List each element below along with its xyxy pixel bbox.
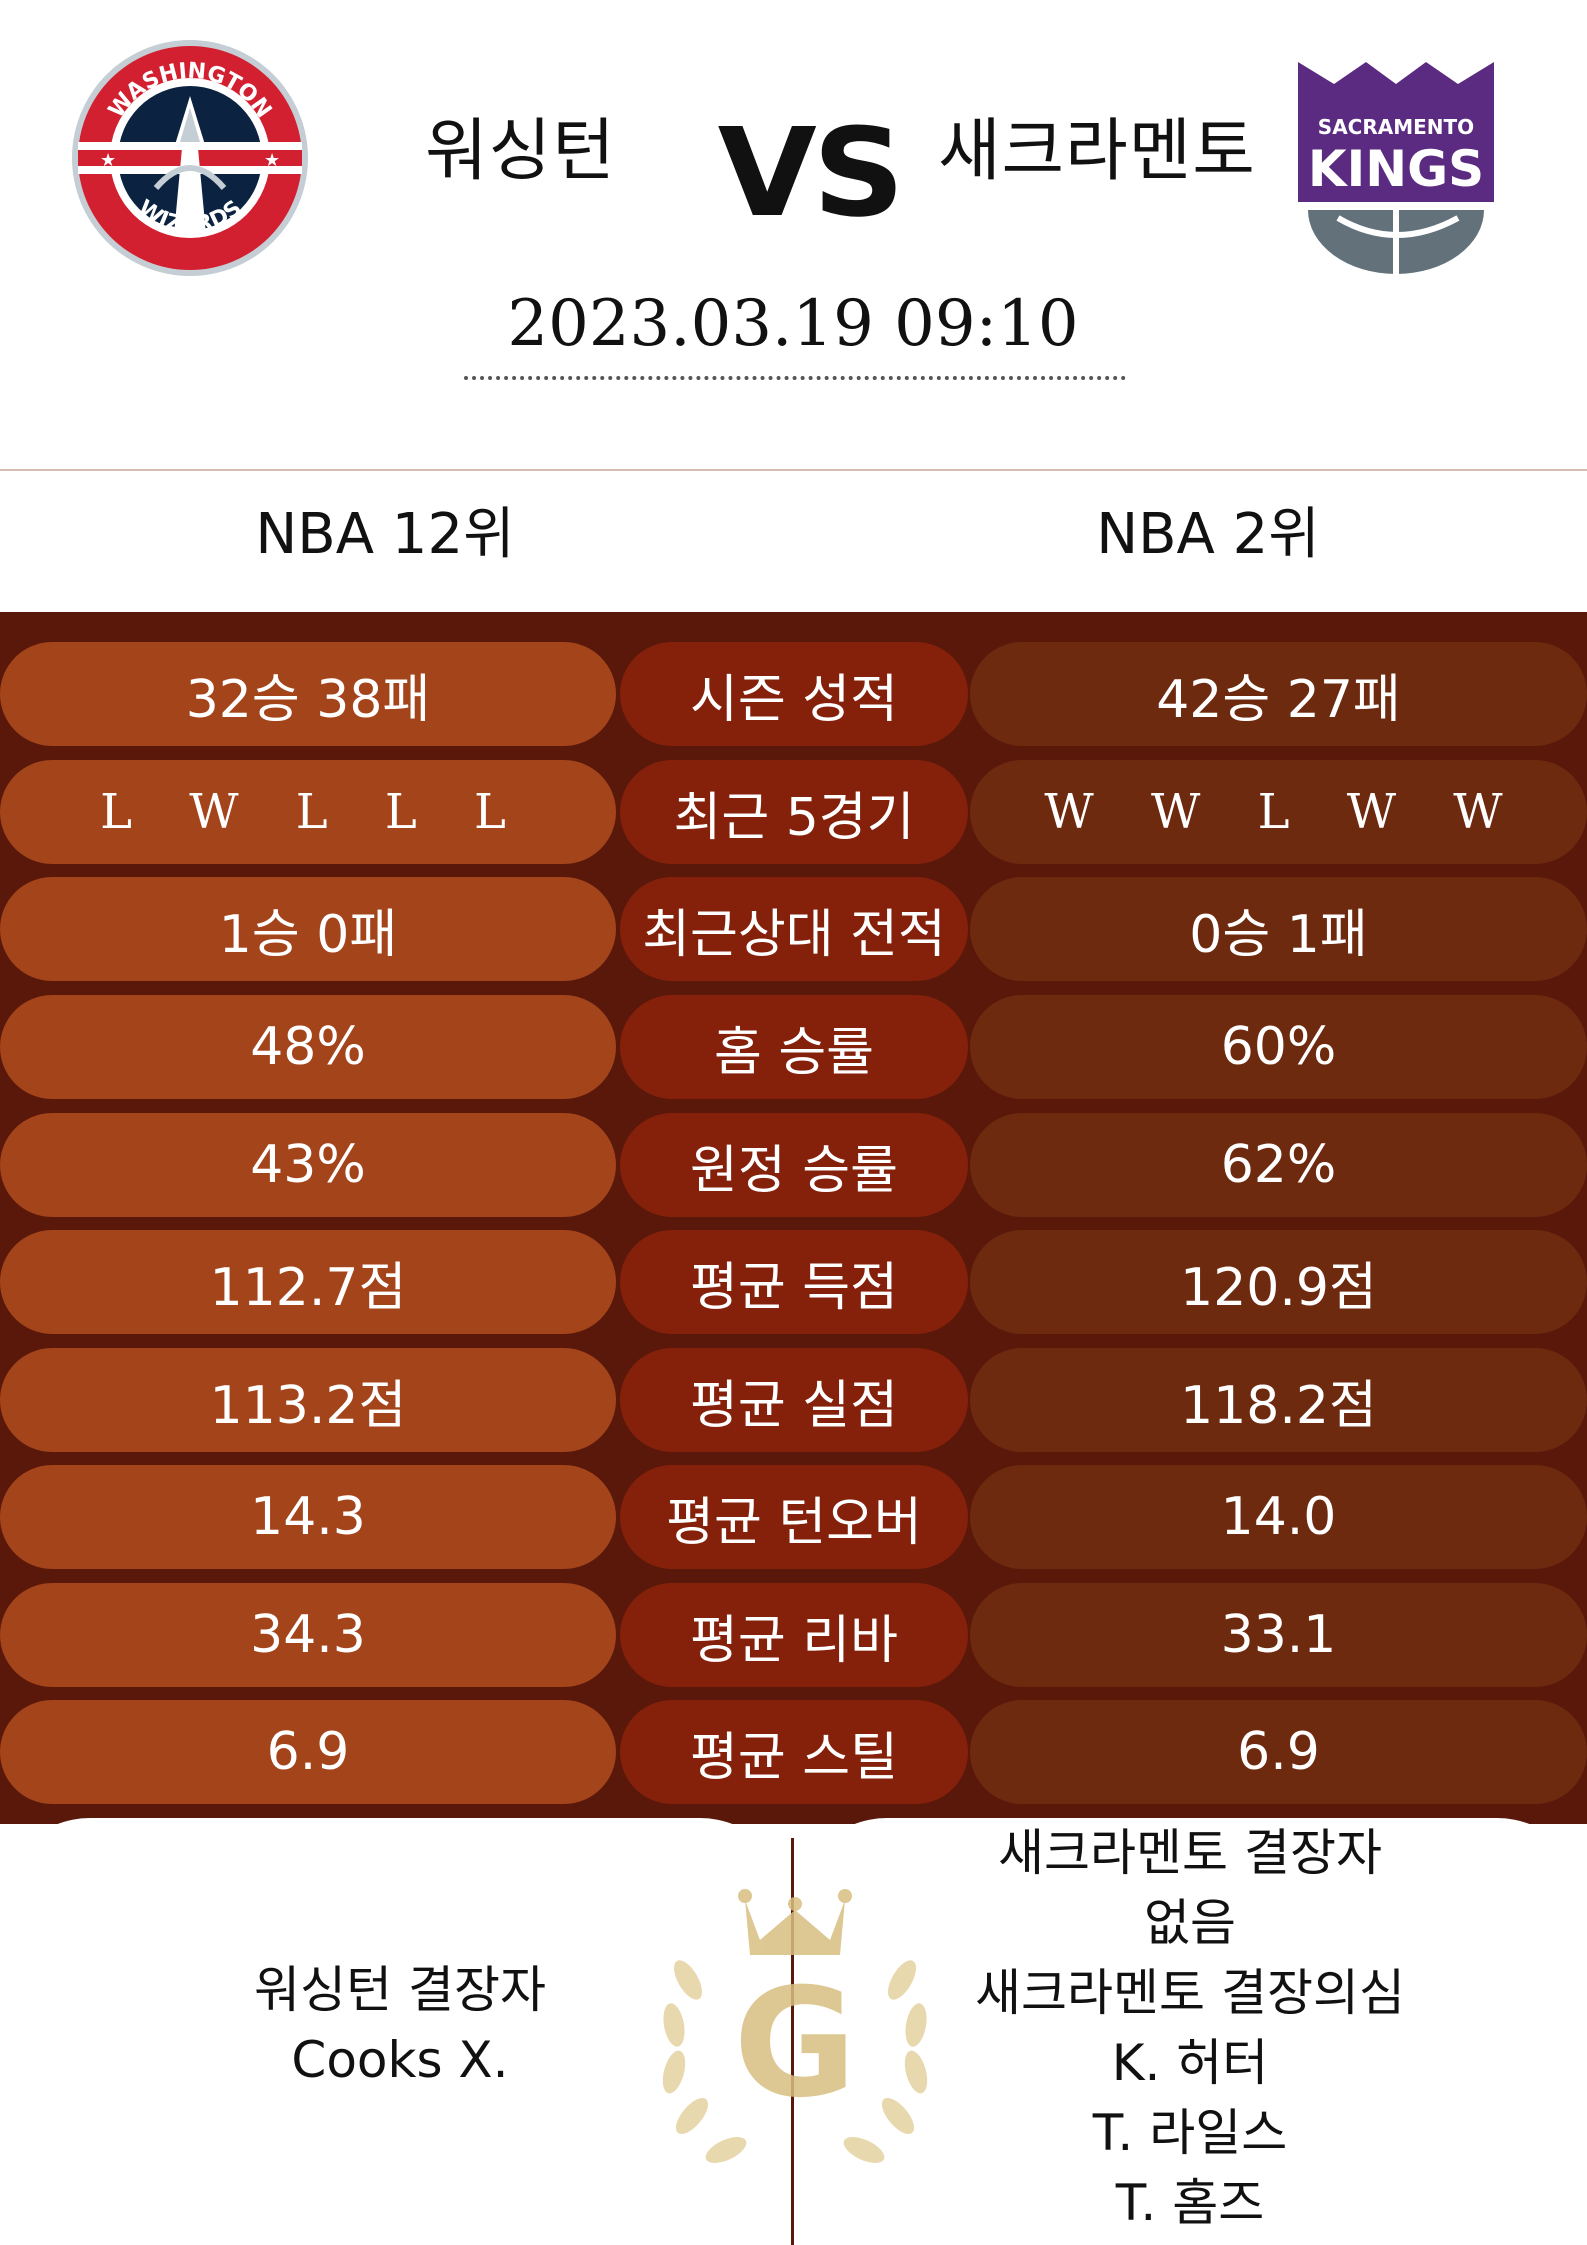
stat-label: 최근 5경기	[620, 760, 968, 864]
stat-label: 원정 승률	[620, 1113, 968, 1217]
stat-label: 시즌 성적	[620, 642, 968, 746]
stat-row-avg-turnovers: 14.3 평균 턴오버 14.0	[0, 1465, 1587, 1569]
away-team-name: 새크라멘토	[938, 112, 1256, 191]
home-stat-value: 34.3	[0, 1583, 616, 1687]
home-stat-value: 1승 0패	[0, 877, 616, 981]
stat-label: 최근상대 전적	[620, 877, 968, 981]
home-team-name: 워싱턴	[425, 112, 616, 191]
home-stat-value: L W L L L	[0, 760, 616, 864]
stat-row-away-win-rate: 43% 원정 승률 62%	[0, 1113, 1587, 1217]
away-stat-value: 120.9점	[970, 1230, 1587, 1334]
home-stat-value: 6.9	[0, 1700, 616, 1804]
away-doubtful-player: K. 허터	[1111, 2034, 1269, 2092]
injury-divider	[791, 1838, 794, 2245]
datetime-underline	[464, 376, 1126, 380]
away-doubtful-player: T. 홈즈	[1115, 2174, 1265, 2232]
svg-text:★: ★	[100, 150, 116, 171]
stat-row-avg-steals: 6.9 평균 스틸 6.9	[0, 1700, 1587, 1804]
away-doubtful-title: 새크라멘토 결장의심	[975, 1964, 1405, 2022]
home-stat-value: 32승 38패	[0, 642, 616, 746]
home-stat-value: 14.3	[0, 1465, 616, 1569]
stat-row-last-5: L W L L L 최근 5경기 W W L W W	[0, 760, 1587, 864]
away-injury-title: 새크라멘토 결장자	[998, 1824, 1382, 1882]
home-stat-value: 112.7점	[0, 1230, 616, 1334]
match-datetime: 2023.03.19 09:10	[507, 287, 1079, 361]
away-stat-value: 62%	[970, 1113, 1587, 1217]
home-injury-player: Cooks X.	[291, 2031, 509, 2089]
stat-label: 평균 턴오버	[620, 1465, 968, 1569]
away-stat-value: 0승 1패	[970, 877, 1587, 981]
home-stat-value: 48%	[0, 995, 616, 1099]
away-doubtful-player: T. 라일스	[1092, 2104, 1288, 2162]
svg-text:★: ★	[264, 150, 280, 171]
home-injury-panel	[0, 1818, 790, 2245]
away-stat-value: 14.0	[970, 1465, 1587, 1569]
away-stat-value: 33.1	[970, 1583, 1587, 1687]
crown-laurel-crest-icon: G	[662, 1889, 928, 2163]
away-stat-value: 60%	[970, 995, 1587, 1099]
home-rank: NBA 12위	[255, 502, 515, 567]
crest-letter: G	[733, 1957, 856, 2131]
logo-away-top-text: SACRAMENTO	[1318, 115, 1474, 139]
stat-label: 홈 승률	[620, 995, 968, 1099]
stat-label: 평균 득점	[620, 1230, 968, 1334]
stat-label: 평균 실점	[620, 1348, 968, 1452]
stat-label: 평균 스틸	[620, 1700, 968, 1804]
away-injury-list: 새크라멘토 결장자 없음 새크라멘토 결장의심 K. 허터 T. 라일스 T. …	[910, 1818, 1470, 2238]
stat-label: 평균 리바	[620, 1583, 968, 1687]
away-stat-value: W W L W W	[970, 760, 1587, 864]
washington-wizards-logo: WASHINGTON WIZARDS ★ ★	[72, 40, 308, 276]
home-stat-value: 113.2점	[0, 1348, 616, 1452]
away-stat-value: 118.2점	[970, 1348, 1587, 1452]
stat-row-home-win-rate: 48% 홈 승률 60%	[0, 995, 1587, 1099]
stat-row-season-record: 32승 38패 시즌 성적 42승 27패	[0, 642, 1587, 746]
away-injury-none: 없음	[1144, 1894, 1236, 1952]
stat-row-head-to-head: 1승 0패 최근상대 전적 0승 1패	[0, 877, 1587, 981]
away-stat-value: 42승 27패	[970, 642, 1587, 746]
stat-row-avg-points: 112.7점 평균 득점 120.9점	[0, 1230, 1587, 1334]
stat-row-avg-allowed: 113.2점 평균 실점 118.2점	[0, 1348, 1587, 1452]
home-injury-title: 워싱턴 결장자	[254, 1961, 546, 2019]
away-rank: NBA 2위	[1096, 502, 1320, 567]
home-injury-list: 워싱턴 결장자 Cooks X.	[160, 1955, 640, 2095]
home-stat-value: 43%	[0, 1113, 616, 1217]
vs-label: VS	[717, 102, 905, 244]
rank-divider	[0, 469, 1587, 471]
away-stat-value: 6.9	[970, 1700, 1587, 1804]
logo-away-bottom-text: KINGS	[1308, 140, 1484, 198]
stat-row-avg-rebounds: 34.3 평균 리바 33.1	[0, 1583, 1587, 1687]
sacramento-kings-logo: SACRAMENTO KINGS	[1298, 62, 1494, 274]
away-injury-panel	[797, 1818, 1587, 2245]
